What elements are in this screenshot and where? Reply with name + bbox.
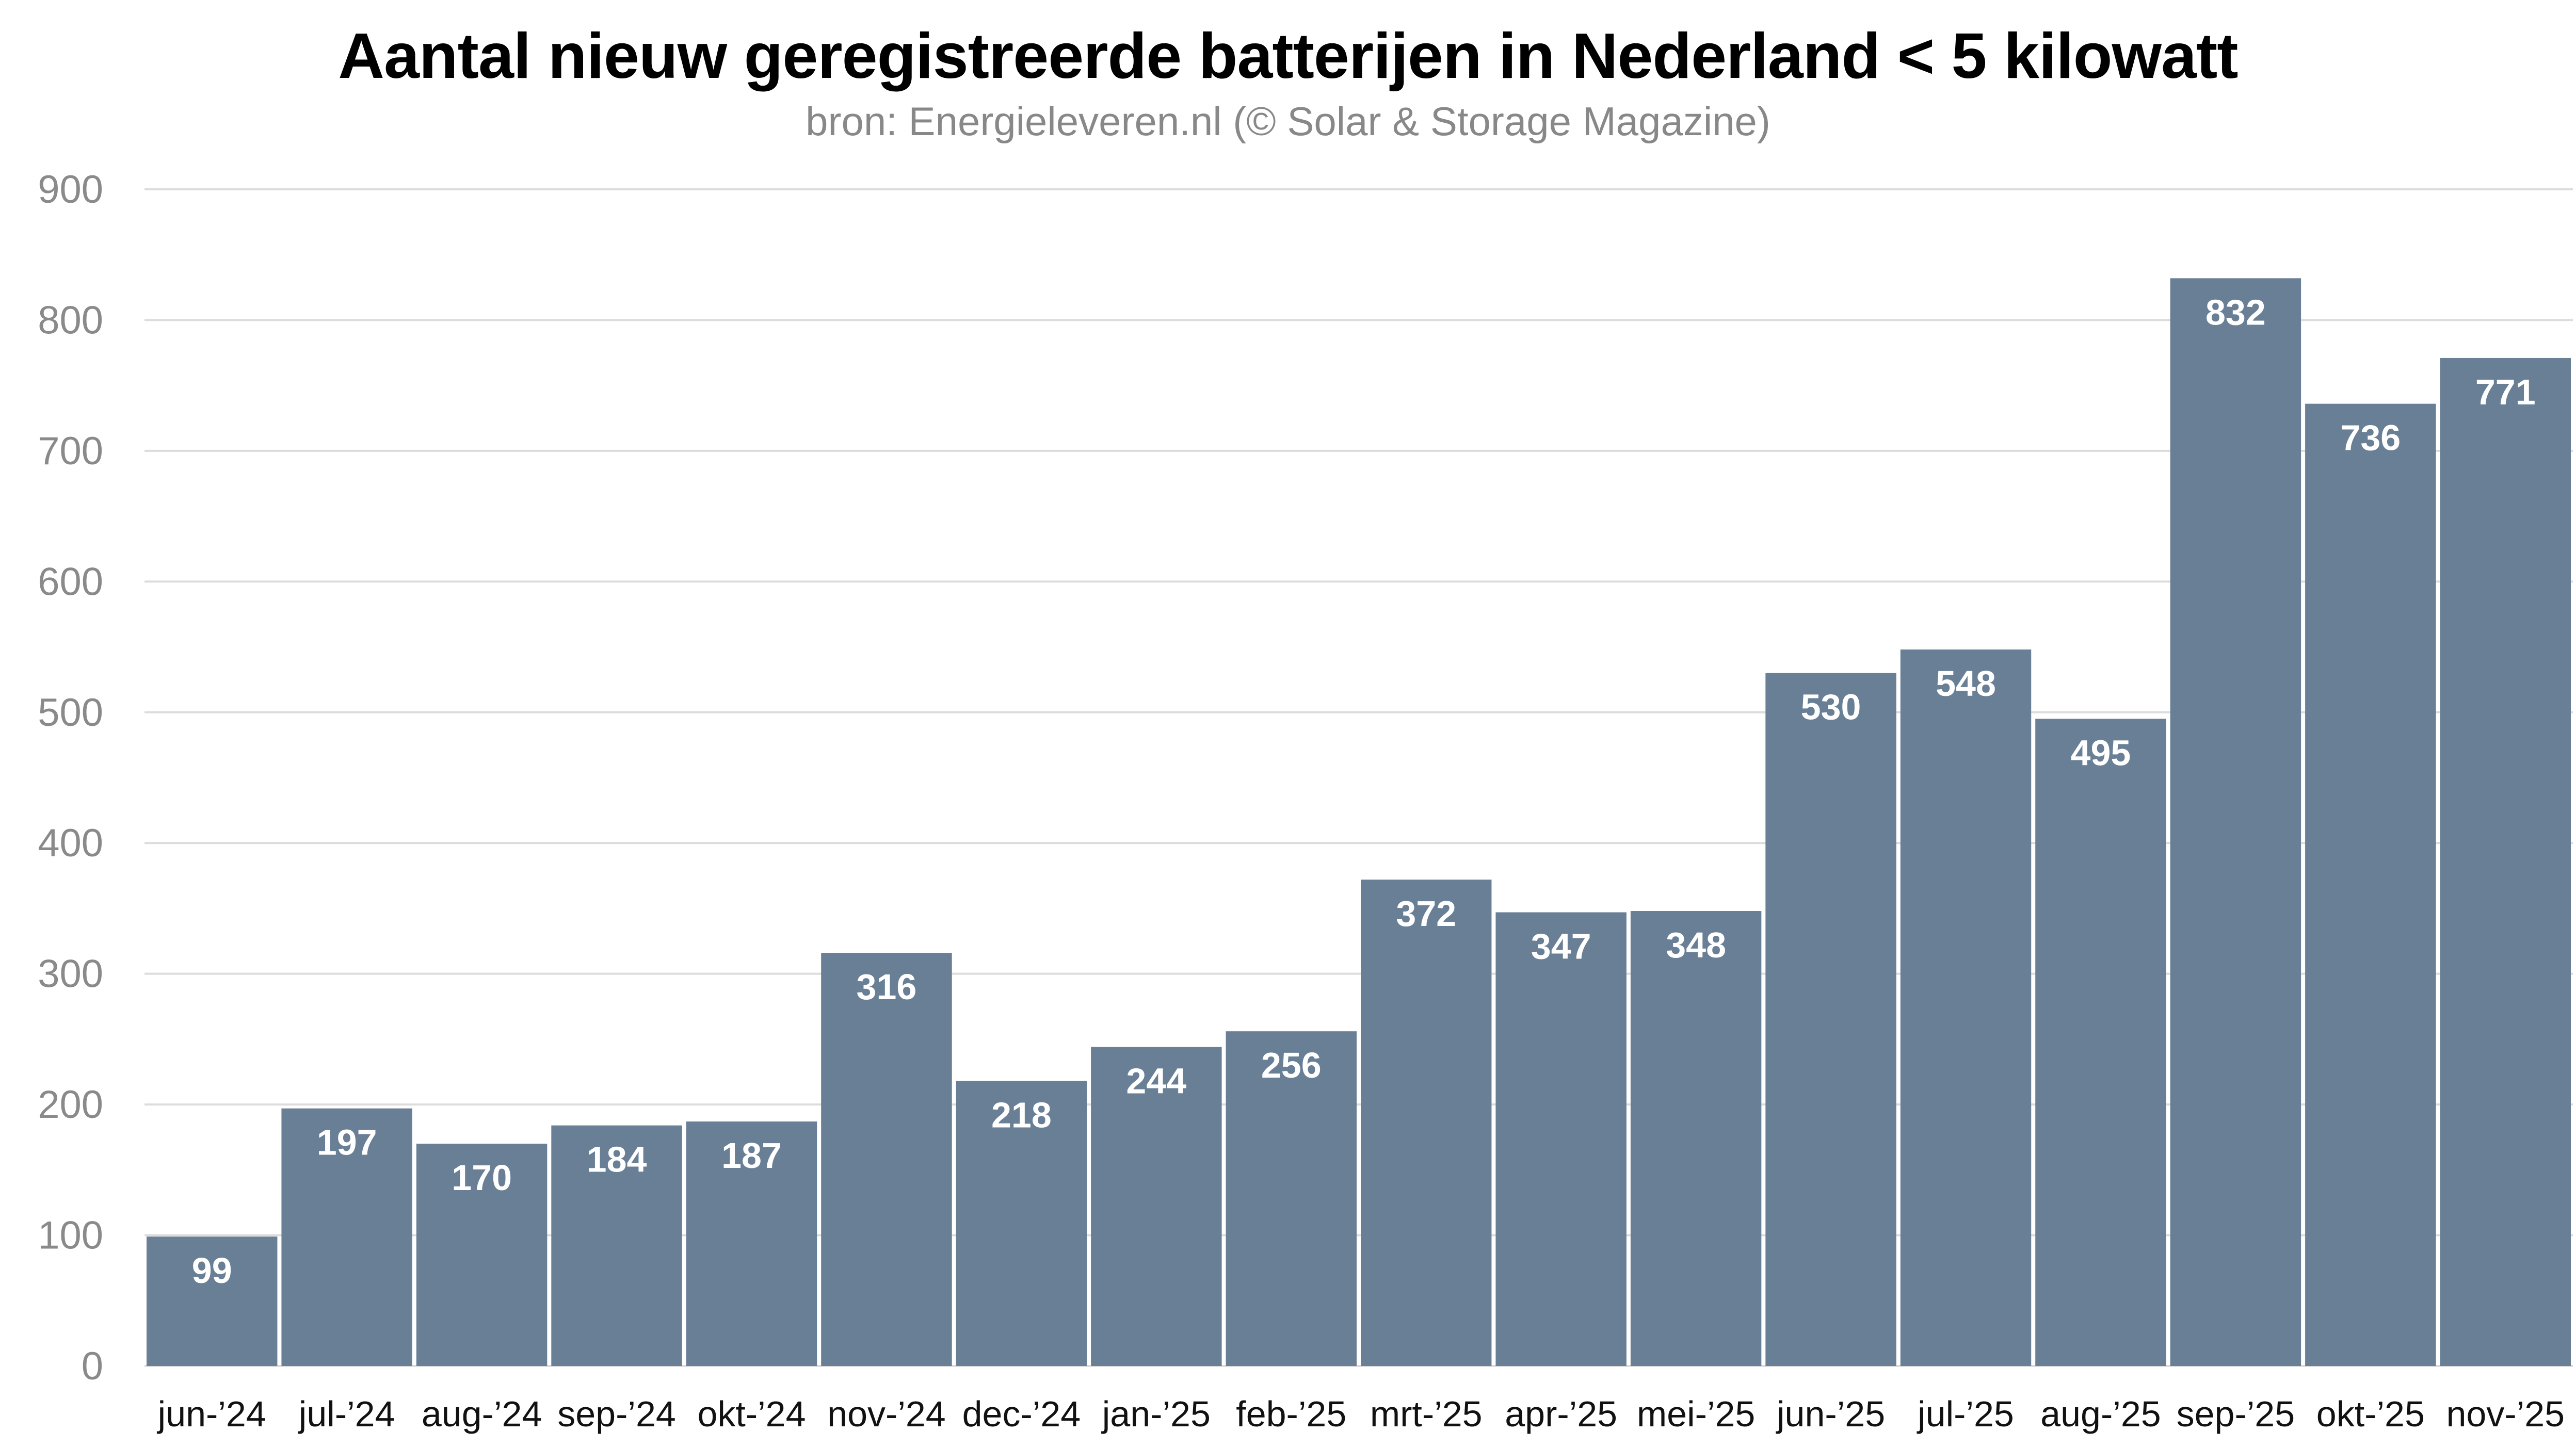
- y-tick-label: 400: [38, 821, 103, 865]
- x-tick-label: mrt-’25: [1370, 1394, 1483, 1434]
- data-label: 256: [1261, 1045, 1322, 1085]
- data-label: 372: [1396, 893, 1456, 934]
- x-tick-label: jul-’24: [298, 1394, 395, 1434]
- bar: [2170, 278, 2301, 1366]
- bar: [1765, 673, 1896, 1366]
- bar: [1091, 1047, 1222, 1366]
- data-label: 736: [2340, 418, 2401, 458]
- bar: [2035, 719, 2166, 1366]
- x-tick-label: mei-’25: [1637, 1394, 1756, 1434]
- y-tick-label: 700: [38, 429, 103, 473]
- bar: [821, 953, 952, 1366]
- x-tick-label: aug-’25: [2040, 1394, 2161, 1434]
- bar: [1361, 880, 1492, 1366]
- data-label: 197: [317, 1122, 377, 1163]
- x-tick-label: okt-’24: [697, 1394, 806, 1434]
- data-label: 316: [857, 967, 917, 1007]
- x-tick-label: aug-’24: [422, 1394, 542, 1434]
- bar: [956, 1081, 1087, 1366]
- x-tick-label: nov-’25: [2446, 1394, 2565, 1434]
- bar: [1495, 912, 1627, 1366]
- data-label: 187: [721, 1135, 782, 1176]
- bar: [1226, 1031, 1357, 1366]
- x-tick-label: sep-’25: [2177, 1394, 2295, 1434]
- bar: [1900, 649, 2032, 1366]
- y-tick-label: 900: [38, 168, 103, 211]
- x-tick-label: sep-’24: [557, 1394, 676, 1434]
- y-tick-label: 300: [38, 952, 103, 996]
- x-tick-label: jun-’24: [157, 1394, 266, 1434]
- data-label: 184: [587, 1140, 647, 1180]
- data-label: 218: [991, 1095, 1052, 1135]
- data-label: 530: [1801, 687, 1861, 727]
- chart-subtitle: bron: Energieleveren.nl (© Solar & Stora…: [806, 99, 1770, 144]
- y-tick-label: 600: [38, 560, 103, 604]
- bar: [281, 1108, 412, 1366]
- data-label: 771: [2475, 372, 2536, 412]
- bar: [147, 1237, 278, 1366]
- data-label: 348: [1666, 925, 1726, 965]
- x-axis-ticks: jun-’24 jul-’24 aug-’24 sep-’24 okt-’24 nov-’…: [157, 1394, 2565, 1434]
- x-tick-label: jan-’25: [1101, 1394, 1211, 1434]
- data-label: 832: [2205, 292, 2266, 332]
- data-label: 170: [452, 1158, 512, 1198]
- data-label: 244: [1126, 1061, 1186, 1101]
- data-labels: 99 197 170 184 187 316 218 244 256 372 347 348 530 54…: [192, 292, 2536, 1291]
- y-tick-label: 200: [38, 1083, 103, 1127]
- gridlines: [144, 188, 2573, 1367]
- bar: [2440, 357, 2571, 1366]
- chart-title: Aantal nieuw geregistreerde batterijen i…: [338, 21, 2238, 92]
- data-label: 99: [192, 1250, 232, 1291]
- x-tick-label: nov-’24: [827, 1394, 946, 1434]
- data-label: 347: [1531, 926, 1591, 967]
- data-label: 548: [1936, 663, 1996, 704]
- x-tick-label: jul-’25: [1917, 1394, 2014, 1434]
- bar: [1630, 911, 1762, 1366]
- bar: [2305, 403, 2436, 1366]
- bar: [416, 1144, 548, 1366]
- y-tick-label: 0: [82, 1344, 103, 1388]
- y-axis-ticks: 0 100 200 300 400 500 600 700 800 900: [38, 168, 103, 1388]
- bar: [551, 1125, 682, 1366]
- y-tick-label: 800: [38, 298, 103, 342]
- y-tick-label: 100: [38, 1214, 103, 1258]
- bar: [686, 1121, 817, 1366]
- bars: [147, 278, 2571, 1366]
- x-tick-label: dec-’24: [962, 1394, 1081, 1434]
- x-tick-label: okt-’25: [2316, 1394, 2425, 1434]
- x-tick-label: apr-’25: [1505, 1394, 1617, 1434]
- data-label: 495: [2071, 733, 2131, 773]
- x-tick-label: feb-’25: [1236, 1394, 1346, 1434]
- y-tick-label: 500: [38, 691, 103, 735]
- x-tick-label: jun-’25: [1776, 1394, 1885, 1434]
